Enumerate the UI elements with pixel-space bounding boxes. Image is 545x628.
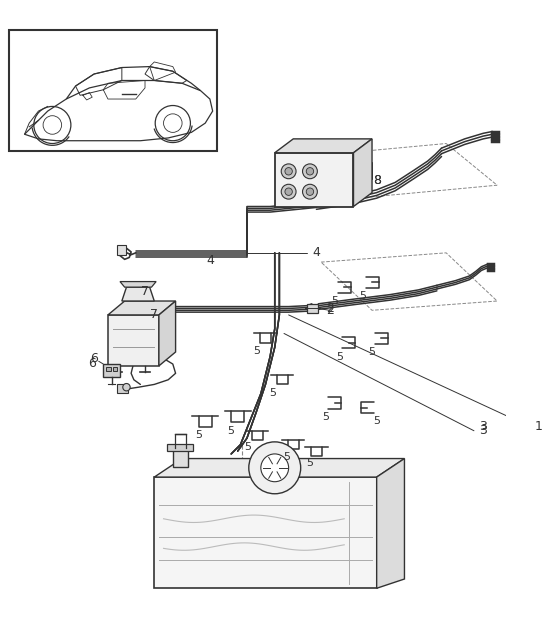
Text: 5: 5 xyxy=(195,430,202,440)
Bar xyxy=(106,367,111,371)
Text: 5: 5 xyxy=(228,426,235,436)
Text: 7: 7 xyxy=(141,285,149,298)
Circle shape xyxy=(281,164,296,179)
Bar xyxy=(275,153,354,207)
Bar xyxy=(117,246,126,255)
Polygon shape xyxy=(275,139,372,153)
Text: 5: 5 xyxy=(336,352,343,362)
Text: 8: 8 xyxy=(373,174,380,187)
Text: 3: 3 xyxy=(479,420,487,433)
Polygon shape xyxy=(159,301,175,366)
Text: 2: 2 xyxy=(326,304,334,317)
Circle shape xyxy=(285,168,292,175)
Polygon shape xyxy=(354,139,372,207)
Text: 5: 5 xyxy=(244,443,251,452)
Text: 5: 5 xyxy=(253,346,260,356)
Text: 8: 8 xyxy=(373,174,380,187)
Polygon shape xyxy=(154,458,404,477)
Bar xyxy=(307,304,318,313)
Circle shape xyxy=(123,384,130,391)
Circle shape xyxy=(281,184,296,199)
Text: 5: 5 xyxy=(306,458,313,468)
Text: 5: 5 xyxy=(373,416,380,426)
Text: 1: 1 xyxy=(535,420,543,433)
Text: 1: 1 xyxy=(544,425,545,437)
Text: 5: 5 xyxy=(269,387,276,398)
Bar xyxy=(104,364,120,377)
Text: 3: 3 xyxy=(479,425,487,437)
Polygon shape xyxy=(122,287,154,301)
Text: 6: 6 xyxy=(88,357,96,370)
Text: 7: 7 xyxy=(150,308,158,322)
Bar xyxy=(167,444,193,451)
Text: 5: 5 xyxy=(359,291,366,301)
Bar xyxy=(117,384,128,392)
Polygon shape xyxy=(120,281,156,287)
Circle shape xyxy=(261,454,289,482)
Polygon shape xyxy=(108,301,175,315)
Text: 4: 4 xyxy=(206,254,214,267)
Bar xyxy=(173,448,187,467)
Polygon shape xyxy=(108,315,159,366)
Text: 5: 5 xyxy=(368,347,376,357)
Polygon shape xyxy=(154,477,377,588)
Text: 4: 4 xyxy=(312,246,320,259)
Circle shape xyxy=(249,442,301,494)
Text: 6: 6 xyxy=(90,352,98,365)
Text: 5: 5 xyxy=(283,452,290,462)
Circle shape xyxy=(306,168,314,175)
Text: 5: 5 xyxy=(322,412,329,422)
Circle shape xyxy=(285,188,292,195)
Text: 5: 5 xyxy=(331,296,338,306)
Circle shape xyxy=(302,184,317,199)
Text: 2: 2 xyxy=(326,302,334,315)
Bar xyxy=(9,31,217,151)
Circle shape xyxy=(306,188,314,195)
Circle shape xyxy=(302,164,317,179)
Bar xyxy=(113,367,117,371)
Polygon shape xyxy=(377,458,404,588)
